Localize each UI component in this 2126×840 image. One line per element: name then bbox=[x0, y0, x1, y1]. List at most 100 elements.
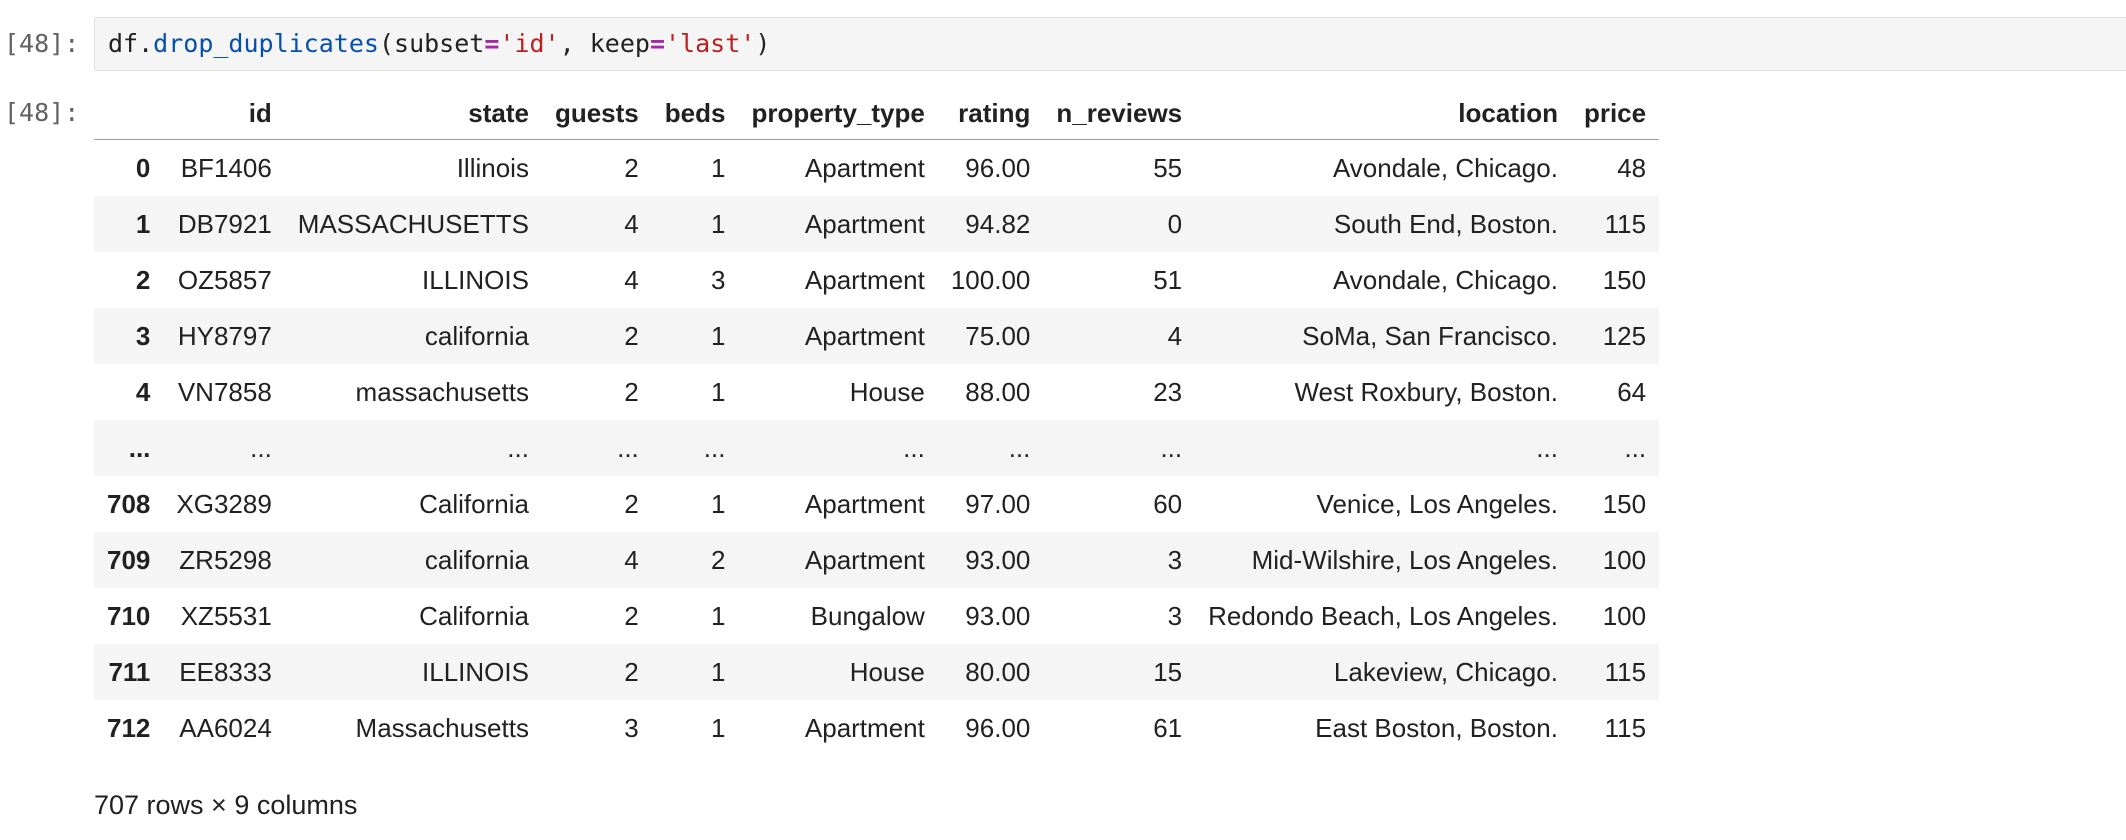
table-cell-property-type: House bbox=[849, 376, 925, 407]
table-row: 2 OZ5857 ILLINOIS 4 3 Apartment 100.00 51 Avonda… bbox=[94, 252, 1659, 308]
dataframe-shape-summary: 707 rows × 9 columns bbox=[94, 790, 358, 820]
table-cell-price: 125 bbox=[1602, 320, 1647, 351]
table-cell-rating: 80.00 bbox=[965, 656, 1031, 687]
table-cell-location: South End, Boston. bbox=[1333, 208, 1558, 239]
column-header: n_reviews bbox=[1043, 88, 1196, 140]
table-cell-property-type: Apartment bbox=[804, 264, 925, 295]
table-cell-price: ... bbox=[1624, 432, 1647, 463]
table-cell-guests: 4 bbox=[624, 208, 639, 239]
table-cell-n-reviews: 55 bbox=[1153, 152, 1183, 183]
table-cell-guests: 2 bbox=[624, 656, 639, 687]
table-cell-guests: ... bbox=[617, 432, 639, 463]
table-cell-id: XZ5531 bbox=[180, 600, 272, 631]
column-header: state bbox=[284, 88, 542, 140]
code-arg1-value: 'id' bbox=[499, 29, 560, 58]
row-index: 711 bbox=[108, 656, 151, 687]
code-input-cell[interactable]: df.drop_duplicates(subset='id', keep='la… bbox=[94, 17, 2126, 71]
table-row: 1 DB7921 MASSACHUSETTS 4 1 Apartment 94.82 0 Sou… bbox=[94, 196, 1660, 252]
table-cell-price: 100 bbox=[1602, 544, 1647, 575]
table-cell-property-type: House bbox=[849, 656, 925, 687]
table-cell-location: Mid-Wilshire, Los Angeles. bbox=[1251, 544, 1558, 575]
table-cell-property-type: Apartment bbox=[804, 320, 925, 351]
table-cell-guests: 2 bbox=[624, 320, 639, 351]
table-cell-beds: 2 bbox=[710, 544, 726, 575]
code-open-paren: ( bbox=[378, 29, 395, 58]
table-cell-rating: 93.00 bbox=[965, 544, 1031, 575]
table-cell-n-reviews: 3 bbox=[1167, 544, 1183, 575]
table-cell-rating: 96.00 bbox=[965, 152, 1031, 183]
table-cell-location: East Boston, Boston. bbox=[1315, 712, 1558, 743]
table-cell-n-reviews: 4 bbox=[1167, 320, 1183, 351]
column-header: property_type bbox=[738, 88, 938, 140]
table-cell-n-reviews: ... bbox=[1160, 432, 1183, 463]
table-cell-location: SoMa, San Francisco. bbox=[1302, 320, 1558, 351]
table-row: 4 VN7858 massachusetts 2 1 House 88.00 23 West R… bbox=[94, 364, 1659, 420]
table-cell-property-type: ... bbox=[903, 432, 925, 463]
table-cell-guests: 4 bbox=[624, 264, 639, 295]
table-cell-location: Avondale, Chicago. bbox=[1332, 264, 1558, 295]
table-cell-price: 150 bbox=[1602, 264, 1647, 295]
code-arg2-value: 'last' bbox=[665, 29, 756, 58]
column-header: rating bbox=[937, 88, 1044, 140]
code-arg2-name: keep bbox=[589, 29, 650, 58]
row-index: 4 bbox=[135, 376, 151, 407]
column-header: price bbox=[1570, 88, 1660, 140]
column-header: guests bbox=[541, 88, 652, 140]
row-index: 3 bbox=[135, 320, 151, 351]
table-cell-price: 115 bbox=[1604, 712, 1647, 743]
table-cell-state: Massachusetts bbox=[355, 712, 529, 743]
table-cell-guests: 2 bbox=[624, 152, 639, 183]
row-index: 1 bbox=[135, 208, 151, 239]
table-header-row: id state guests beds property_type ratin… bbox=[94, 88, 1660, 140]
table-cell-rating: ... bbox=[1008, 432, 1031, 463]
table-cell-rating: 96.00 bbox=[965, 712, 1031, 743]
table-cell-beds: 1 bbox=[710, 376, 726, 407]
table-cell-location: ... bbox=[1536, 432, 1558, 463]
row-index: 2 bbox=[135, 264, 151, 295]
column-header: id bbox=[163, 88, 285, 140]
table-cell-rating: 88.00 bbox=[965, 376, 1031, 407]
table-cell-beds: 1 bbox=[710, 208, 726, 239]
code-eq2: = bbox=[649, 29, 665, 58]
table-cell-n-reviews: 15 bbox=[1153, 656, 1183, 687]
table-cell-location: Lakeview, Chicago. bbox=[1333, 656, 1558, 687]
table-body: 0 BF1406 Illinois 2 1 Apartment 96.00 55 Avondal… bbox=[94, 140, 1660, 757]
table-cell-price: 115 bbox=[1604, 208, 1647, 239]
table-cell-guests: 4 bbox=[624, 544, 639, 575]
table-cell-price: 150 bbox=[1602, 488, 1647, 519]
row-index: ... bbox=[128, 432, 151, 463]
table-cell-location: West Roxbury, Boston. bbox=[1294, 376, 1558, 407]
table-cell-property-type: Bungalow bbox=[810, 600, 925, 631]
row-index: 710 bbox=[107, 600, 151, 631]
table-cell-id: OZ5857 bbox=[177, 264, 272, 295]
column-header: beds bbox=[651, 88, 739, 140]
table-cell-n-reviews: 3 bbox=[1167, 600, 1183, 631]
table-cell-id: EE8333 bbox=[179, 656, 272, 687]
table-cell-beds: 1 bbox=[710, 712, 726, 743]
row-index: 712 bbox=[107, 712, 151, 743]
column-header: location bbox=[1195, 88, 1571, 140]
table-cell-state: ILLINOIS bbox=[422, 264, 529, 295]
table-cell-state: ILLINOIS bbox=[422, 656, 529, 687]
table-row: 711 EE8333 ILLINOIS 2 1 House 80.00 15 Lakeview,… bbox=[94, 644, 1660, 700]
dataframe-table: id state guests beds property_type ratin… bbox=[94, 88, 1660, 757]
code-arg1-name: subset bbox=[394, 29, 485, 58]
index-header bbox=[94, 88, 164, 140]
table-cell-state: Illinois bbox=[456, 152, 529, 183]
code-separator: , bbox=[559, 29, 590, 58]
table-cell-guests: 2 bbox=[624, 376, 639, 407]
table-row: 0 BF1406 Illinois 2 1 Apartment 96.00 55 Avondal… bbox=[94, 140, 1659, 197]
table-cell-guests: 3 bbox=[624, 712, 639, 743]
table-cell-beds: 1 bbox=[710, 152, 726, 183]
table-row: 708 XG3289 California 2 1 Apartment 97.00 60 Ven… bbox=[94, 476, 1659, 532]
table-cell-id: AA6024 bbox=[179, 712, 272, 743]
table-cell-rating: 94.82 bbox=[965, 208, 1031, 239]
table-cell-property-type: Apartment bbox=[804, 544, 925, 575]
table-cell-guests: 2 bbox=[624, 488, 639, 519]
table-cell-state: california bbox=[424, 544, 529, 575]
table-cell-n-reviews: 51 bbox=[1153, 264, 1183, 295]
table-cell-location: Redondo Beach, Los Angeles. bbox=[1208, 600, 1558, 631]
table-cell-beds: ... bbox=[703, 432, 726, 463]
row-index: 709 bbox=[107, 544, 151, 575]
table-cell-state: ... bbox=[507, 432, 529, 463]
